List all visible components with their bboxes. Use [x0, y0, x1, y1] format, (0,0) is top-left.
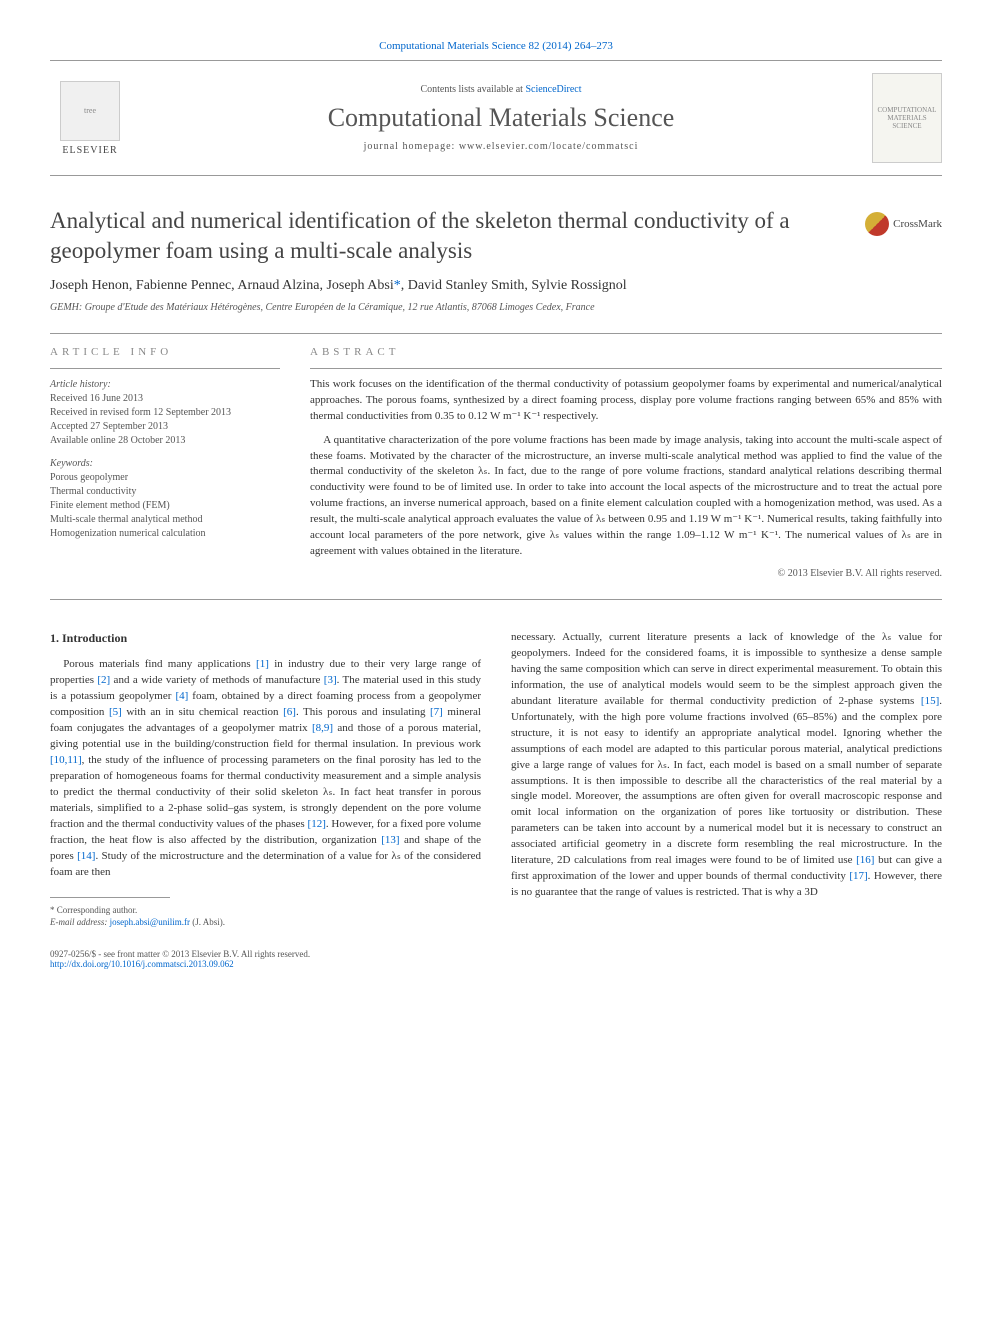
- journal-cover-thumbnail[interactable]: COMPUTATIONAL MATERIALS SCIENCE: [872, 73, 942, 163]
- keyword-1: Porous geopolymer: [50, 471, 280, 485]
- issn-line: 0927-0256/$ - see front matter © 2013 El…: [50, 949, 942, 959]
- email-person: (J. Absi).: [192, 917, 225, 927]
- corresponding-marker: *: [394, 278, 401, 293]
- journal-citation-header: Computational Materials Science 82 (2014…: [50, 40, 942, 52]
- body-column-right: necessary. Actually, current literature …: [511, 630, 942, 929]
- received-date: Received 16 June 2013: [50, 392, 280, 406]
- keywords-heading: Keywords:: [50, 458, 280, 469]
- divider-top: [50, 333, 942, 334]
- journal-homepage: journal homepage: www.elsevier.com/locat…: [150, 141, 852, 152]
- bottom-info: 0927-0256/$ - see front matter © 2013 El…: [50, 949, 942, 969]
- online-date: Available online 28 October 2013: [50, 434, 280, 448]
- info-divider: [50, 368, 280, 369]
- journal-title: Computational Materials Science: [150, 103, 852, 133]
- crossmark-icon: [865, 212, 889, 236]
- article-info-heading: ARTICLE INFO: [50, 346, 280, 358]
- elsevier-logo[interactable]: tree ELSEVIER: [50, 73, 130, 163]
- ref-link-5[interactable]: [5]: [109, 706, 122, 718]
- authors-text-2: , David Stanley Smith, Sylvie Rossignol: [401, 278, 627, 293]
- contents-label: Contents lists available at: [420, 84, 522, 95]
- journal-citation-link[interactable]: Computational Materials Science 82 (2014…: [379, 40, 613, 52]
- info-abstract-row: ARTICLE INFO Article history: Received 1…: [50, 346, 942, 579]
- ref-link-1[interactable]: [1]: [256, 658, 269, 670]
- contents-available: Contents lists available at ScienceDirec…: [150, 84, 852, 95]
- accepted-date: Accepted 27 September 2013: [50, 420, 280, 434]
- article-title-row: Analytical and numerical identification …: [50, 206, 942, 266]
- keyword-4: Multi-scale thermal analytical method: [50, 513, 280, 527]
- divider-bottom: [50, 599, 942, 600]
- authors-list: Joseph Henon, Fabienne Pennec, Arnaud Al…: [50, 278, 942, 294]
- keyword-5: Homogenization numerical calculation: [50, 527, 280, 541]
- section-1-heading: 1. Introduction: [50, 630, 481, 647]
- article-title: Analytical and numerical identification …: [50, 206, 845, 266]
- doi-link[interactable]: http://dx.doi.org/10.1016/j.commatsci.20…: [50, 959, 234, 969]
- ref-link-8-9[interactable]: [8,9]: [312, 722, 333, 734]
- elsevier-tree-icon: tree: [60, 81, 120, 141]
- footnote-email: E-mail address: joseph.absi@unilim.fr (J…: [50, 916, 481, 929]
- sciencedirect-link[interactable]: ScienceDirect: [525, 84, 581, 95]
- crossmark-label: CrossMark: [893, 218, 942, 230]
- revised-date: Received in revised form 12 September 20…: [50, 406, 280, 420]
- intro-para: Porous materials find many applications …: [50, 657, 481, 880]
- abstract-heading: ABSTRACT: [310, 346, 942, 358]
- intro-para-cont: necessary. Actually, current literature …: [511, 630, 942, 901]
- article-info: ARTICLE INFO Article history: Received 1…: [50, 346, 280, 579]
- keyword-2: Thermal conductivity: [50, 485, 280, 499]
- ref-link-12[interactable]: [12]: [308, 818, 326, 830]
- body-column-left: 1. Introduction Porous materials find ma…: [50, 630, 481, 929]
- affiliation: GEMH: Groupe d'Etude des Matériaux Hétér…: [50, 302, 942, 313]
- abstract-para-2: A quantitative characterization of the p…: [310, 433, 942, 561]
- ref-link-10-11[interactable]: [10,11]: [50, 754, 82, 766]
- ref-link-16[interactable]: [16]: [856, 854, 874, 866]
- email-link[interactable]: joseph.absi@unilim.fr: [110, 917, 190, 927]
- ref-link-14[interactable]: [14]: [77, 850, 95, 862]
- banner-center: Contents lists available at ScienceDirec…: [130, 84, 872, 152]
- authors-text-1: Joseph Henon, Fabienne Pennec, Arnaud Al…: [50, 278, 394, 293]
- ref-link-2[interactable]: [2]: [97, 674, 110, 686]
- history-heading: Article history:: [50, 379, 280, 390]
- email-label: E-mail address:: [50, 917, 107, 927]
- elsevier-label: ELSEVIER: [62, 145, 117, 156]
- abstract: ABSTRACT This work focuses on the identi…: [310, 346, 942, 579]
- ref-link-4[interactable]: [4]: [175, 690, 188, 702]
- journal-banner: tree ELSEVIER Contents lists available a…: [50, 60, 942, 176]
- ref-link-7[interactable]: [7]: [430, 706, 443, 718]
- abstract-para-1: This work focuses on the identification …: [310, 377, 942, 425]
- abstract-copyright: © 2013 Elsevier B.V. All rights reserved…: [310, 568, 942, 579]
- ref-link-3[interactable]: [3]: [324, 674, 337, 686]
- ref-link-15[interactable]: [15]: [921, 695, 939, 707]
- footnote-divider: [50, 897, 170, 898]
- ref-link-13[interactable]: [13]: [381, 834, 399, 846]
- keyword-3: Finite element method (FEM): [50, 499, 280, 513]
- abstract-divider: [310, 368, 942, 369]
- ref-link-6[interactable]: [6]: [283, 706, 296, 718]
- crossmark-badge[interactable]: CrossMark: [865, 212, 942, 236]
- footnote-corresponding: * Corresponding author.: [50, 904, 481, 917]
- body-columns: 1. Introduction Porous materials find ma…: [50, 630, 942, 929]
- ref-link-17[interactable]: [17]: [849, 870, 867, 882]
